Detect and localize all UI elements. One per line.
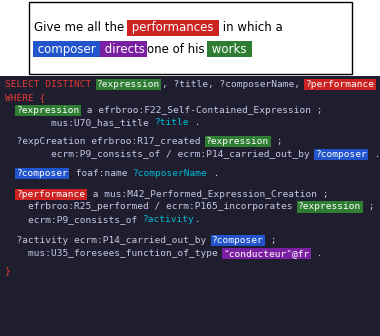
Text: ecrm:P9_consists_of / ecrm:P14_carried_out_by: ecrm:P9_consists_of / ecrm:P14_carried_o… [5, 150, 315, 159]
Text: a mus:M42_Performed_Expression_Creation ;: a mus:M42_Performed_Expression_Creation … [87, 190, 328, 199]
Text: ?performance: ?performance [306, 80, 374, 89]
Text: foaf:name: foaf:name [70, 169, 133, 178]
Text: ?expCreation efrbroo:R17_created: ?expCreation efrbroo:R17_created [5, 137, 206, 146]
Text: .: . [189, 119, 200, 127]
Text: ;: ; [271, 137, 282, 146]
Text: a efrbroo:F22_Self-Contained_Expression ;: a efrbroo:F22_Self-Contained_Expression … [81, 106, 323, 115]
Text: }: } [5, 266, 11, 275]
Text: ecrm:P9_consists_of: ecrm:P9_consists_of [5, 215, 143, 224]
Text: ?expression: ?expression [206, 137, 269, 146]
Text: .: . [208, 169, 219, 178]
Text: , ?title, ?composerName,: , ?title, ?composerName, [162, 80, 306, 89]
Text: ;: ; [265, 236, 277, 245]
Text: ?composer: ?composer [212, 236, 264, 245]
Text: .: . [195, 215, 200, 224]
Text: "conducteur"@fr: "conducteur"@fr [223, 249, 310, 258]
Text: works: works [208, 43, 250, 56]
Text: Give me all the: Give me all the [34, 22, 128, 34]
Text: one of his: one of his [147, 43, 208, 56]
FancyBboxPatch shape [0, 76, 380, 336]
Text: ?title: ?title [154, 119, 189, 127]
Text: ?performance: ?performance [16, 190, 86, 199]
Text: ;: ; [363, 203, 374, 211]
Text: ?activity: ?activity [143, 215, 195, 224]
FancyBboxPatch shape [28, 2, 352, 74]
Text: ?composerName: ?composerName [133, 169, 208, 178]
Text: composer: composer [34, 43, 100, 56]
Text: .: . [369, 150, 380, 159]
Text: ?expression: ?expression [298, 203, 361, 211]
Text: in which a: in which a [219, 22, 283, 34]
Text: performances: performances [128, 22, 217, 34]
Text: ?activity ecrm:P14_carried_out_by: ?activity ecrm:P14_carried_out_by [5, 236, 212, 245]
Text: efrbroo:R25_performed / ecrm:P165_incorporates: efrbroo:R25_performed / ecrm:P165_incorp… [5, 203, 298, 211]
Text: SELECT DISTINCT: SELECT DISTINCT [5, 80, 97, 89]
Text: .: . [311, 249, 323, 258]
Text: ?composer: ?composer [16, 169, 68, 178]
Text: mus:U70_has_title: mus:U70_has_title [5, 119, 154, 127]
Text: ?expression: ?expression [97, 80, 160, 89]
Text: WHERE {: WHERE { [5, 93, 45, 102]
Text: mus:U35_foresees_function_of_type: mus:U35_foresees_function_of_type [5, 249, 223, 258]
Text: directs: directs [101, 43, 145, 56]
Text: ?expression: ?expression [16, 106, 80, 115]
Text: ?composer: ?composer [315, 150, 367, 159]
